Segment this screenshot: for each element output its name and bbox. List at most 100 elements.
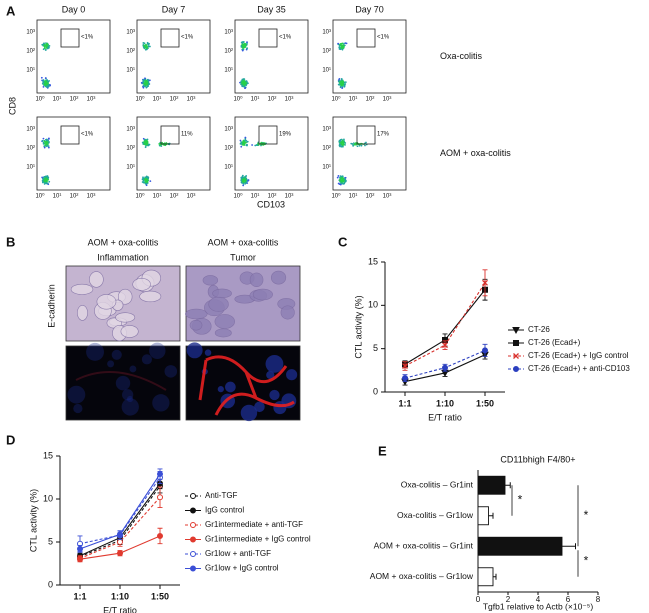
gate-box: [160, 28, 180, 48]
legend-label: Gr1intermediate + IgG control: [205, 535, 311, 544]
crypt: [89, 271, 104, 288]
event-dot: [244, 44, 246, 47]
event-dot: [41, 43, 44, 46]
flow-x-tick-label: 10¹: [251, 194, 260, 200]
flow-y-tick-label: 10¹: [224, 68, 233, 74]
x-tick-label: 1:1: [73, 591, 86, 601]
y-axis-label: CTL activity (%): [353, 295, 363, 358]
event-dot: [143, 141, 145, 144]
series: [402, 278, 488, 369]
series: [402, 269, 488, 371]
event-dot: [341, 83, 344, 86]
event-dot: [339, 178, 342, 181]
event-dot: [46, 141, 49, 144]
crypt: [212, 288, 232, 299]
x-tick-label: 1:10: [436, 398, 454, 408]
legend-label: Gr1low + IgG control: [205, 564, 279, 573]
marker: [402, 363, 408, 369]
event-dot: [142, 176, 144, 179]
flow-x-tick-label: 10²: [268, 194, 277, 200]
event-dot: [339, 82, 342, 85]
event-dot: [364, 144, 366, 147]
flow-plot: <1% 10⁰ 10¹ 10¹ 10² 10² 10³ 10³: [322, 19, 407, 103]
flow-x-tick-label: 10¹: [251, 97, 260, 103]
legend-label: CT-26 (Ecad+): [528, 338, 581, 347]
flow-y-tick-label: 10¹: [26, 165, 35, 171]
y-tick-label: 0: [373, 386, 378, 396]
x-axis-label: Tgfb1 relative to Actb (×10⁻⁵): [483, 601, 593, 611]
event-dot: [44, 180, 47, 183]
event-dot: [338, 176, 341, 179]
flow-x-tick-label: 10¹: [349, 194, 358, 200]
event-dot: [241, 174, 244, 177]
flow-x-tick-label: 10⁰: [331, 96, 341, 103]
category-label: Oxa-colitis – Gr1low: [397, 510, 474, 520]
flow-plot: <1% 10⁰ 10¹ 10¹ 10² 10² 10³ 10³: [224, 19, 309, 103]
crypt: [96, 294, 117, 310]
nucleus: [225, 381, 236, 393]
event-dot: [242, 182, 245, 185]
event-dot: [251, 144, 254, 146]
crypt: [214, 328, 232, 338]
crypt: [249, 272, 264, 288]
flow-y-tick-label: 10³: [26, 30, 35, 36]
event-dot: [341, 182, 343, 184]
series: [77, 527, 163, 563]
flow-y-tick-label: 10¹: [322, 68, 331, 74]
gate-percent: <1%: [279, 35, 292, 41]
x-tick-label: 1:50: [476, 398, 494, 408]
histology-image: [65, 265, 181, 342]
event-dot: [243, 83, 246, 86]
nucleus: [115, 375, 131, 391]
event-dot: [143, 44, 145, 47]
crypt: [115, 312, 136, 323]
legend-label: Anti-TGF: [205, 491, 238, 500]
day-label: Day 0: [62, 4, 86, 14]
event-dot: [46, 42, 48, 45]
event-dot: [43, 140, 46, 143]
series: [77, 468, 163, 553]
event-dot: [339, 42, 342, 45]
event-dot: [360, 144, 363, 147]
event-dot: [242, 41, 245, 43]
flow-x-label: CD103: [257, 199, 285, 209]
legend-marker: [512, 327, 520, 335]
flow-y-label: CD8: [7, 97, 17, 115]
event-dot: [45, 44, 47, 47]
event-dot: [341, 177, 344, 180]
event-dot: [352, 144, 355, 147]
event-dot: [47, 146, 50, 149]
x-tick-label: 8: [596, 595, 601, 604]
event-dot: [47, 47, 49, 50]
event-dot: [148, 42, 150, 45]
flow-plot: 17% 10⁰ 10¹ 10¹ 10² 10² 10³ 10³: [322, 116, 407, 200]
event-dot: [241, 80, 244, 83]
event-dot: [339, 48, 342, 51]
plot-frame: [234, 116, 309, 191]
y-tick-label: 5: [373, 343, 378, 353]
event-dot: [241, 179, 244, 181]
y-tick-label: 10: [368, 300, 378, 310]
event-dot: [341, 142, 344, 145]
event-dot: [144, 176, 147, 179]
event-dot: [342, 180, 345, 183]
event-dot: [242, 140, 245, 143]
marker: [117, 539, 123, 545]
event-dot: [356, 145, 359, 148]
event-dot: [343, 44, 346, 47]
gate-percent: <1%: [81, 132, 94, 138]
crypt: [185, 308, 208, 320]
event-dot: [148, 83, 151, 85]
event-dot: [241, 177, 243, 180]
event-dot: [42, 81, 45, 84]
event-dot: [142, 46, 145, 49]
bar: [477, 567, 494, 587]
event-dot: [141, 178, 144, 181]
event-dot: [246, 47, 249, 50]
nucleus: [186, 342, 203, 359]
gate-percent: <1%: [181, 35, 194, 41]
flow-x-tick-label: 10³: [383, 97, 392, 103]
flow-x-tick-label: 10²: [170, 97, 179, 103]
nucleus: [266, 370, 275, 380]
event-dot: [149, 45, 151, 48]
